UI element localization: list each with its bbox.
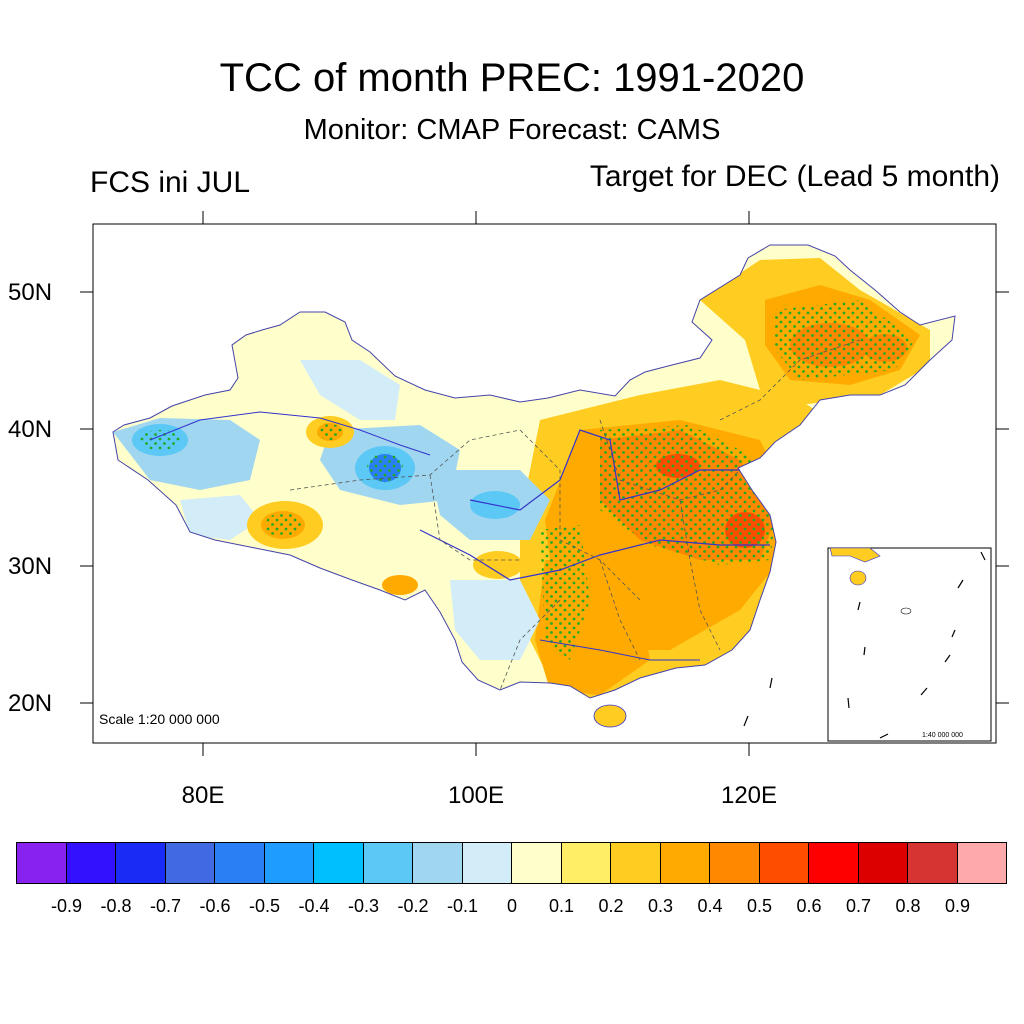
inset-hainan (849, 570, 867, 586)
colorbar-tick-label: -0.1 (446, 896, 479, 916)
lat-label-50n: 50N (8, 279, 53, 306)
colorbar-tick-label: 0.3 (647, 896, 674, 916)
colorbar-cell (16, 842, 67, 884)
lon-label-100e: 100E (447, 782, 505, 809)
target-label: Target for DEC (Lead 5 month) (589, 160, 1000, 193)
china-border (112, 244, 956, 699)
inset-coast (829, 547, 881, 563)
colorbar-tick-label: -0.4 (298, 896, 330, 916)
colorbar-cell (709, 842, 760, 884)
colorbar-cell (956, 842, 1007, 884)
map-subtitle: Monitor: CMAP Forecast: CAMS (303, 114, 721, 146)
colorbar-cell (115, 842, 166, 884)
colorbar-tick-label: -0.7 (149, 896, 182, 916)
colorbar-cell (65, 842, 116, 884)
colorbar-tick-label: -0.9 (50, 896, 83, 916)
lat-label-20n: 20N (8, 690, 53, 717)
colorbar-cell (808, 842, 859, 884)
inset-scale-label: 1:40 000 000 (922, 732, 963, 739)
axis-ticks (80, 211, 1009, 756)
hainan-island (593, 704, 627, 728)
colorbar-cell (511, 842, 562, 884)
colorbar-tick-label: -0.6 (199, 896, 231, 916)
colorbar-tick-label: 0 (506, 896, 518, 916)
colorbar-tick-label: 0.4 (697, 896, 723, 916)
colorbar-cell (164, 842, 215, 884)
colorbar-tick-label: 0.7 (845, 896, 872, 916)
colorbar (16, 842, 1007, 884)
colorbar-tick-label: -0.8 (100, 896, 132, 916)
colorbar-tick-label: 0.2 (598, 896, 624, 916)
colorbar-cell (362, 842, 413, 884)
colorbar-tick-label: -0.2 (397, 896, 429, 916)
lon-label-80e: 80E (181, 782, 225, 809)
colorbar-tick-label: -0.3 (347, 896, 380, 916)
colorbar-tick-label: 0.9 (944, 896, 971, 916)
map-scale-label: Scale 1:20 000 000 (99, 711, 220, 727)
colorbar-cell (857, 842, 908, 884)
colorbar-tick-label: 0.6 (796, 896, 822, 916)
colorbar-cell (659, 842, 710, 884)
river-yellow (469, 429, 740, 511)
colorbar-cell (313, 842, 364, 884)
colorbar-tick-label: -0.5 (248, 896, 281, 916)
colorbar-tick-label: 0.8 (895, 896, 921, 916)
colorbar-cell (758, 842, 809, 884)
river-pearl (539, 639, 700, 661)
colorbar-cell (412, 842, 463, 884)
colorbar-cell (461, 842, 512, 884)
province-boundaries (289, 339, 861, 691)
colorbar-cell (214, 842, 265, 884)
nine-dash-line (743, 551, 986, 739)
colorbar-tick-label: 0.1 (548, 896, 575, 916)
lat-label-30n: 30N (8, 553, 53, 580)
lon-label-120e: 120E (720, 782, 778, 809)
lat-label-40n: 40N (8, 416, 53, 443)
colorbar-tick-label: 0.5 (746, 896, 773, 916)
colorbar-cell (560, 842, 611, 884)
colorbar-cell (263, 842, 314, 884)
forecast-init-label: FCS ini JUL (90, 166, 251, 199)
river-yangtze (419, 529, 770, 581)
colorbar-cell (610, 842, 661, 884)
river-tarim (149, 411, 431, 456)
map-title: TCC of month PREC: 1991-2020 (219, 56, 805, 100)
colorbar-cell (907, 842, 958, 884)
